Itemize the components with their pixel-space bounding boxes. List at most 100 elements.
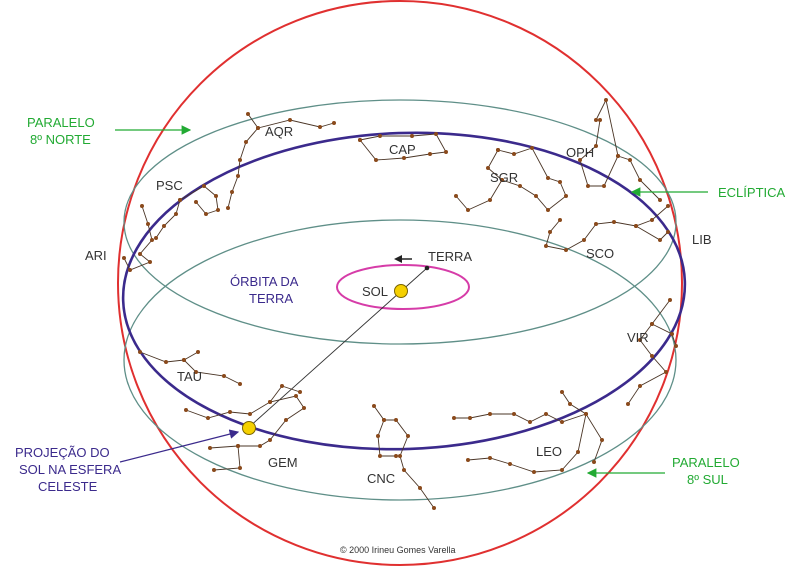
label-orbita-line2: TERRA xyxy=(249,291,293,306)
star-dot xyxy=(634,224,638,228)
constellation-gem-branch2 xyxy=(213,445,241,471)
star-dot xyxy=(302,406,306,410)
star-dot xyxy=(626,402,630,406)
star-dot xyxy=(226,206,230,210)
star-dot xyxy=(486,166,490,170)
star-dot xyxy=(128,268,132,272)
star-dot xyxy=(576,450,580,454)
star-dot xyxy=(594,222,598,226)
constellation-gem-branch xyxy=(269,385,301,403)
projecao-arrow xyxy=(119,429,240,463)
star-dot xyxy=(318,125,322,129)
star-dot xyxy=(564,194,568,198)
label-projecao-line3: CELESTE xyxy=(38,479,98,494)
star-dot xyxy=(202,184,206,188)
star-dot xyxy=(452,416,456,420)
star-dot xyxy=(638,178,642,182)
label-leo: LEO xyxy=(536,444,562,459)
label-projecao-line1: PROJEÇÃO DO xyxy=(15,445,110,460)
star-dot xyxy=(238,382,242,386)
star-dot xyxy=(638,384,642,388)
constellation-aqr-branch xyxy=(257,119,335,129)
star-dot xyxy=(402,156,406,160)
star-dot xyxy=(650,322,654,326)
star-dot xyxy=(658,238,662,242)
sun-projection-icon xyxy=(242,421,256,435)
star-dot xyxy=(428,152,432,156)
star-dot xyxy=(194,200,198,204)
star-dot xyxy=(138,350,142,354)
constellation-sgr-branch xyxy=(455,179,503,211)
star-dot xyxy=(674,344,678,348)
star-dot xyxy=(604,98,608,102)
earth-orbit xyxy=(336,264,470,310)
constellation-tau-branch xyxy=(183,351,199,361)
star-dot xyxy=(666,230,670,234)
star-dot xyxy=(256,126,260,130)
star-dot xyxy=(666,204,670,208)
star-dot xyxy=(612,220,616,224)
star-dot xyxy=(512,152,516,156)
star-dot xyxy=(230,190,234,194)
star-dot xyxy=(248,412,252,416)
star-dot xyxy=(586,184,590,188)
star-dot xyxy=(284,418,288,422)
earth-dot xyxy=(424,265,430,271)
label-lib: LIB xyxy=(692,232,712,247)
constellation-psc xyxy=(179,185,219,215)
constellation-sgr xyxy=(487,147,567,211)
star-dot xyxy=(668,298,672,302)
constellation-sco xyxy=(545,205,669,251)
star-dot xyxy=(246,112,250,116)
sun-icon xyxy=(394,284,408,298)
star-dot xyxy=(650,354,654,358)
label-oph: OPH xyxy=(566,145,594,160)
star-dot xyxy=(216,208,220,212)
label-sol: SOL xyxy=(362,284,388,299)
label-sco: SCO xyxy=(586,246,614,261)
star-dot xyxy=(374,158,378,162)
star-dot xyxy=(418,486,422,490)
star-dot xyxy=(154,236,158,240)
star-dot xyxy=(376,434,380,438)
star-dot xyxy=(508,462,512,466)
star-dot xyxy=(148,260,152,264)
label-terra: TERRA xyxy=(428,249,472,264)
ecliptic-circle xyxy=(121,131,687,451)
star-dot xyxy=(258,444,262,448)
star-dot xyxy=(488,456,492,460)
constellation-leo xyxy=(454,413,603,463)
star-dot xyxy=(598,118,602,122)
parallel-8-north xyxy=(123,99,677,345)
star-dot xyxy=(546,176,550,180)
star-dot xyxy=(592,460,596,464)
star-dot xyxy=(268,400,272,404)
star-dot xyxy=(378,454,382,458)
star-dot xyxy=(594,144,598,148)
star-dot xyxy=(146,222,150,226)
star-dot xyxy=(394,418,398,422)
label-paralelo-norte-line2: 8º NORTE xyxy=(30,132,91,147)
parallel-8-south xyxy=(123,219,677,501)
star-dot xyxy=(500,178,504,182)
star-dot xyxy=(546,208,550,212)
star-dot xyxy=(238,158,242,162)
star-dot xyxy=(222,374,226,378)
star-dot xyxy=(174,212,178,216)
star-dot xyxy=(468,416,472,420)
star-dot xyxy=(544,412,548,416)
star-dot xyxy=(432,506,436,510)
star-dot xyxy=(602,184,606,188)
star-dot xyxy=(518,184,522,188)
copyright-text: © 2000 Irineu Gomes Varella xyxy=(340,545,456,555)
label-tau: TAU xyxy=(177,369,202,384)
star-dot xyxy=(178,198,182,202)
star-dot xyxy=(560,420,564,424)
label-paralelo-norte-line1: PARALELO xyxy=(27,115,95,130)
star-dot xyxy=(150,238,154,242)
label-sgr: SGR xyxy=(490,170,518,185)
star-dot xyxy=(578,158,582,162)
star-dot xyxy=(298,390,302,394)
star-dot xyxy=(194,370,198,374)
